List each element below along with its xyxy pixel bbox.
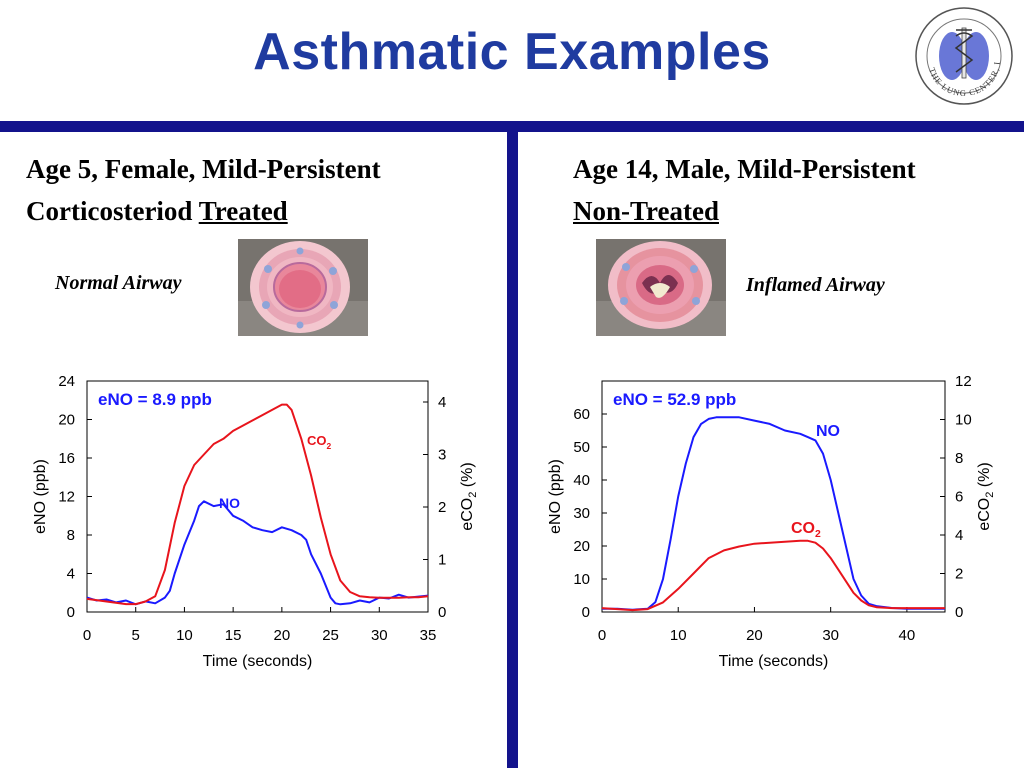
x-tick-label: 30 (822, 627, 839, 644)
co2-series-label: CO2 (791, 520, 821, 540)
x-axis-label: Time (seconds) (203, 653, 313, 670)
y-tick-label: 4 (67, 566, 75, 583)
y-axis-label: eNO (ppb) (547, 459, 564, 534)
normal-airway-image (238, 239, 368, 336)
series-line-co2 (86, 403, 429, 606)
normal-airway-label: Normal Airway (55, 272, 182, 294)
y-tick-label: 0 (582, 604, 590, 621)
slide-title: Asthmatic Examples (253, 23, 771, 81)
y-tick-label: 12 (58, 489, 75, 506)
inflamed-airway-image (596, 239, 726, 336)
plot-frame (601, 380, 946, 613)
series-line-no (602, 416, 945, 611)
y2-tick-label: 1 (438, 552, 446, 569)
x-tick-label: 25 (322, 627, 339, 644)
left-heading-treated: Treated (198, 196, 288, 226)
y-tick-label: 10 (573, 571, 590, 588)
y-tick-label: 8 (67, 527, 75, 544)
y-tick-label: 0 (67, 604, 75, 621)
y-tick-label: 40 (573, 472, 590, 489)
left-heading-line1: Age 5, Female, Mild-Persistent (26, 154, 381, 184)
right-heading-line1: Age 14, Male, Mild-Persistent (573, 154, 916, 184)
y-tick-label: 60 (573, 406, 590, 423)
series-line-co2 (601, 539, 945, 612)
y2-tick-label: 3 (438, 447, 446, 464)
x-tick-label: 30 (371, 627, 388, 644)
left-heading-line2: Corticosteriod Treated (26, 196, 288, 226)
y-axis-label: eNO (ppb) (32, 459, 49, 534)
y2-tick-label: 2 (955, 566, 963, 583)
y-tick-label: 24 (58, 373, 75, 390)
y-tick-label: 50 (573, 439, 590, 456)
x-axis-label: Time (seconds) (719, 653, 829, 670)
right-chart: 0 10 20 30 40 0 10 20 30 40 50 60 0 2 4 6 8 10 12 Time (sec… (547, 373, 996, 670)
series-line-no (86, 500, 429, 606)
x-tick-label: 40 (899, 627, 916, 644)
right-heading: Age 14, Male, Mild-Persistent Non-Treate… (573, 148, 916, 232)
y2-tick-label: 4 (438, 394, 446, 411)
eno-annotation: eNO = 52.9 ppb (613, 390, 736, 409)
y2-tick-label: 2 (438, 499, 446, 516)
no-series-label: NO (219, 495, 240, 511)
y2-axis-label: eCO2 (%) (459, 462, 479, 530)
y-tick-label: 20 (58, 412, 75, 429)
x-tick-label: 20 (274, 627, 291, 644)
x-tick-label: 10 (176, 627, 193, 644)
co2-series-label: CO2 (307, 433, 332, 451)
y-tick-label: 20 (573, 538, 590, 555)
left-heading: Age 5, Female, Mild-Persistent Corticost… (26, 148, 381, 232)
x-tick-label: 20 (746, 627, 763, 644)
lung-center-logo: THE LUNG CENTER, INC. (912, 4, 1013, 105)
y2-tick-label: 6 (955, 489, 963, 506)
y2-tick-label: 0 (955, 604, 963, 621)
x-tick-label: 0 (83, 627, 91, 644)
x-tick-label: 15 (225, 627, 242, 644)
column-divider (507, 121, 518, 768)
right-heading-line2: Non-Treated (573, 196, 719, 226)
x-tick-label: 5 (132, 627, 140, 644)
y2-axis-label: eCO2 (%) (976, 462, 996, 530)
y2-tick-label: 12 (955, 373, 972, 390)
y-tick-label: 16 (58, 450, 75, 467)
y2-tick-label: 4 (955, 527, 963, 544)
x-tick-label: 0 (598, 627, 606, 644)
x-tick-label: 10 (670, 627, 687, 644)
x-tick-label: 35 (420, 627, 437, 644)
y-tick-label: 30 (573, 505, 590, 522)
no-series-label: NO (816, 423, 840, 440)
plot-frame (86, 380, 429, 613)
y2-tick-label: 0 (438, 604, 446, 621)
y2-tick-label: 8 (955, 450, 963, 467)
eno-annotation: eNO = 8.9 ppb (98, 390, 212, 409)
y2-tick-label: 10 (955, 412, 972, 429)
inflamed-airway-label: Inflamed Airway (746, 274, 885, 296)
